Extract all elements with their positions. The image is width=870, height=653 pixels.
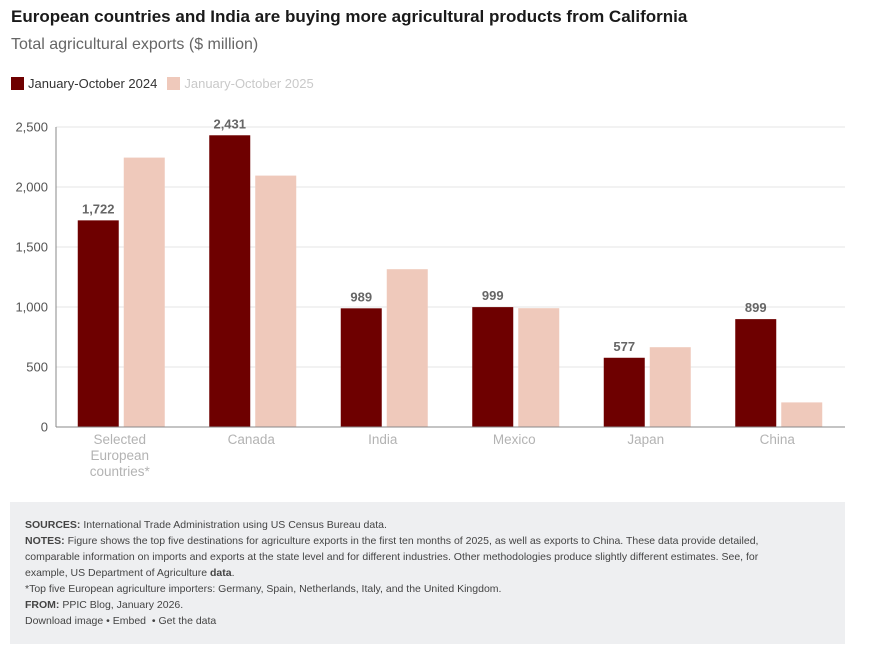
link-separator: • xyxy=(151,615,156,627)
bar-2024[interactable] xyxy=(209,135,251,427)
notes-end: . xyxy=(231,567,235,579)
legend-swatch-2024 xyxy=(11,77,24,90)
x-tick-label: China xyxy=(760,432,796,447)
y-tick-label: 1,000 xyxy=(15,300,48,315)
bar-2024[interactable] xyxy=(603,357,645,427)
action-links: Download image • Embed • Get the data xyxy=(25,613,830,629)
x-tick-label: Canada xyxy=(228,432,276,447)
bar-2025[interactable] xyxy=(255,175,297,427)
bar-2025[interactable] xyxy=(123,157,165,427)
x-tick-label: Japan xyxy=(627,432,664,447)
notes-text-1: Figure shows the top five destinations f… xyxy=(67,535,759,547)
notes-line: NOTES: Figure shows the top five destina… xyxy=(25,533,830,549)
from-label: FROM: xyxy=(25,599,60,611)
link-separator: • xyxy=(106,615,110,627)
sources-text: International Trade Administration using… xyxy=(83,519,387,531)
notes-line-2: comparable information on imports and ex… xyxy=(25,551,759,563)
usda-data-link[interactable]: data xyxy=(210,567,232,579)
from-line: FROM: PPIC Blog, January 2026. xyxy=(25,597,830,613)
y-tick-label: 2,000 xyxy=(15,180,48,195)
y-tick-label: 0 xyxy=(41,420,48,435)
chart-subtitle: Total agricultural exports ($ million) xyxy=(11,36,259,53)
legend-swatch-2025 xyxy=(167,77,181,90)
x-tick-label: India xyxy=(368,432,398,447)
bar-chart: 0 500 1,000 1,500 2,000 2,500 1,722 SelectedEur… xyxy=(15,116,845,479)
notes-line-3: example, US Department of Agriculture da… xyxy=(25,565,830,581)
notes-text-3: example, US Department of Agriculture xyxy=(25,567,208,579)
data-label-2024: 899 xyxy=(745,300,767,315)
data-label-2024: 577 xyxy=(613,339,635,354)
bar-2025[interactable] xyxy=(781,402,823,427)
chart-title: European countries and India are buying … xyxy=(11,7,688,26)
from-text: PPIC Blog, January 2026. xyxy=(62,599,184,611)
bar-2024[interactable] xyxy=(77,220,119,427)
footnote: *Top five European agriculture importers… xyxy=(25,583,502,595)
bar-2024[interactable] xyxy=(472,307,514,427)
legend-label-2025: January-October 2025 xyxy=(184,76,314,91)
download-image-link[interactable]: Download image xyxy=(25,615,104,627)
data-label-2024: 1,722 xyxy=(82,201,115,216)
bar-2024[interactable] xyxy=(340,308,382,427)
sources-line: SOURCES: International Trade Administrat… xyxy=(25,517,830,533)
legend-item-2025[interactable]: January-October 2025 xyxy=(167,76,314,91)
notes-panel: SOURCES: International Trade Administrat… xyxy=(10,502,845,644)
y-tick-label: 1,500 xyxy=(15,240,48,255)
x-tick-label: countries* xyxy=(90,464,151,479)
x-tick-label: Mexico xyxy=(493,432,536,447)
notes-label: NOTES: xyxy=(25,535,65,547)
get-data-link[interactable]: Get the data xyxy=(158,615,217,627)
y-tick-label: 2,500 xyxy=(15,120,48,135)
bar-2025[interactable] xyxy=(649,347,691,427)
bar-2025[interactable] xyxy=(386,269,428,427)
x-tick-label: Selected xyxy=(93,432,146,447)
bar-2025[interactable] xyxy=(518,308,560,427)
sources-label: SOURCES: xyxy=(25,519,81,531)
y-tick-label: 500 xyxy=(26,360,48,375)
data-label-2024: 989 xyxy=(350,289,372,304)
x-tick-label: European xyxy=(90,448,149,463)
legend-label-2024: January-October 2024 xyxy=(28,76,158,91)
data-label-2024: 999 xyxy=(482,288,504,303)
embed-link[interactable]: Embed xyxy=(112,615,147,627)
bar-2024[interactable] xyxy=(735,319,777,427)
legend: January-October 2024 January-October 202… xyxy=(11,76,324,91)
data-label-2024: 2,431 xyxy=(213,116,246,131)
legend-item-2024[interactable]: January-October 2024 xyxy=(11,76,157,91)
